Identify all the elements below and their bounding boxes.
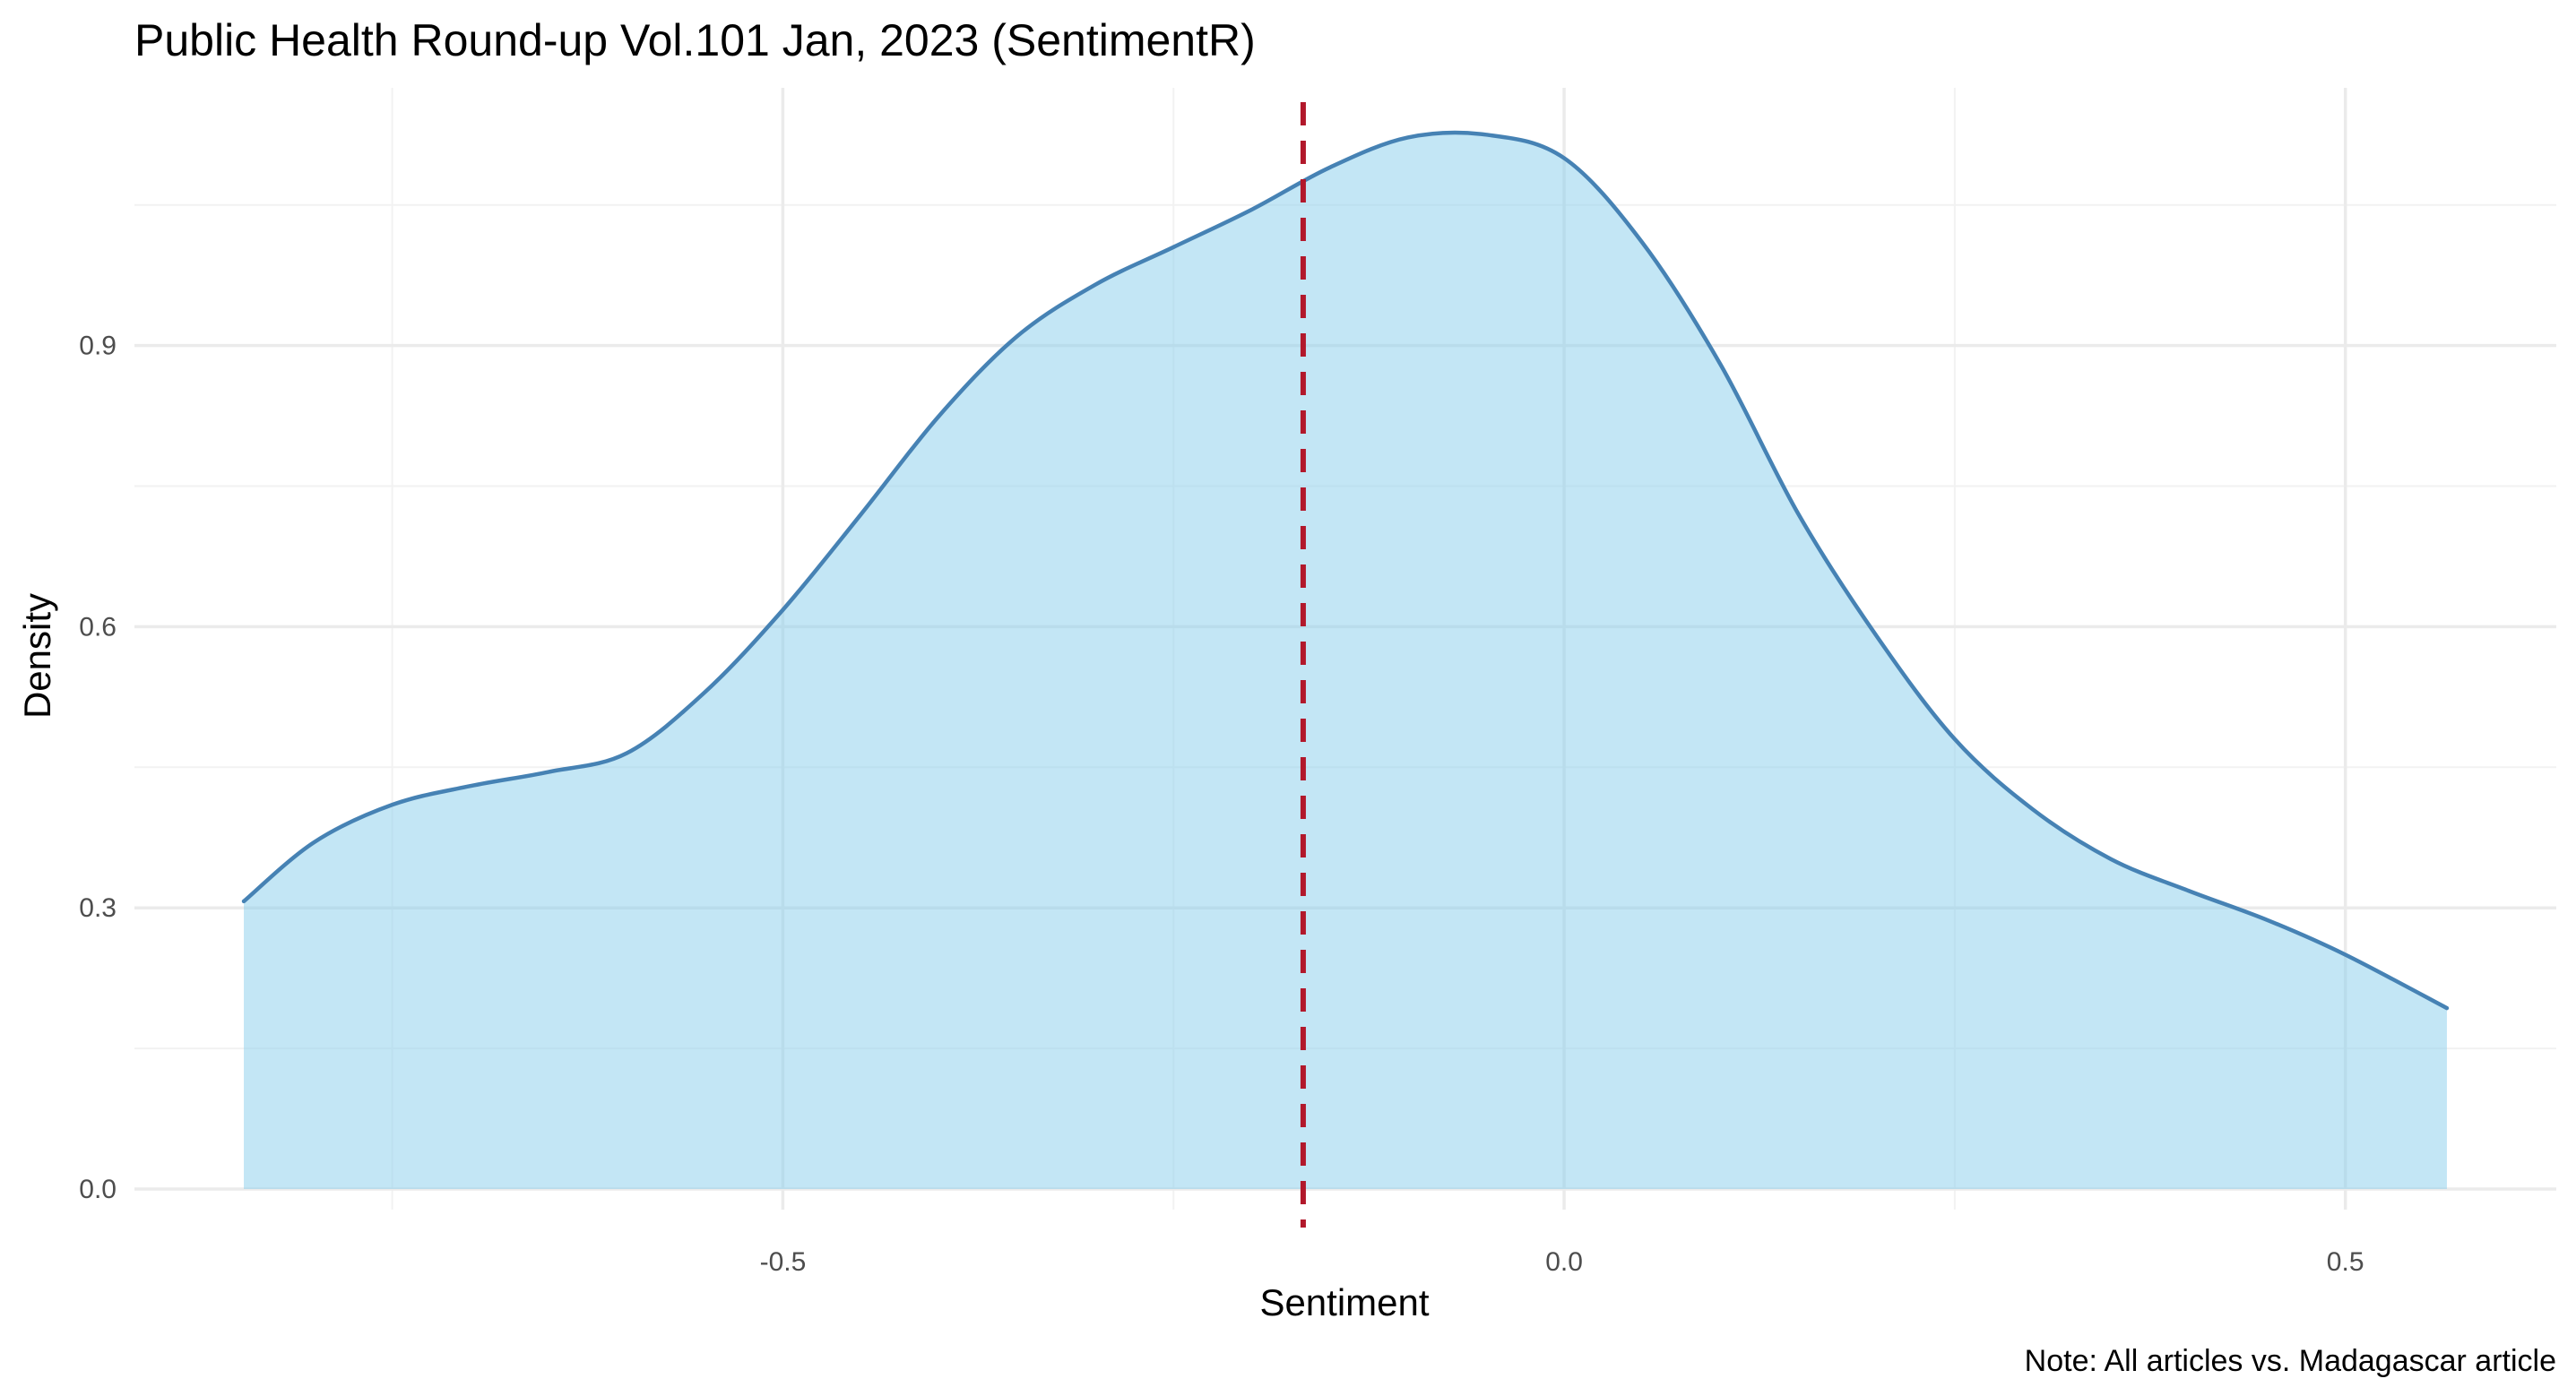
chart-caption: Note: All articles vs. Madagascar articl… — [2025, 1344, 2556, 1378]
density-curve — [241, 130, 2450, 1011]
y-tick-label: 0.3 — [79, 893, 117, 923]
tick-labels: -0.5 0.0 0.5 0.0 0.3 0.6 0.9 — [79, 332, 2364, 1277]
x-tick-label: -0.5 — [760, 1247, 807, 1277]
x-tick-label: 0.5 — [2327, 1247, 2364, 1277]
y-axis-title: Density — [16, 593, 58, 719]
y-tick-label: 0.0 — [79, 1175, 117, 1204]
density-area-layer — [241, 130, 2450, 1189]
x-axis-title: Sentiment — [1259, 1281, 1429, 1323]
density-area — [244, 132, 2447, 1189]
y-tick-label: 0.9 — [79, 332, 117, 361]
chart-title: Public Health Round-up Vol.101 Jan, 2023… — [134, 15, 1256, 65]
x-tick-label: 0.0 — [1545, 1247, 1583, 1277]
y-tick-label: 0.6 — [79, 612, 117, 642]
